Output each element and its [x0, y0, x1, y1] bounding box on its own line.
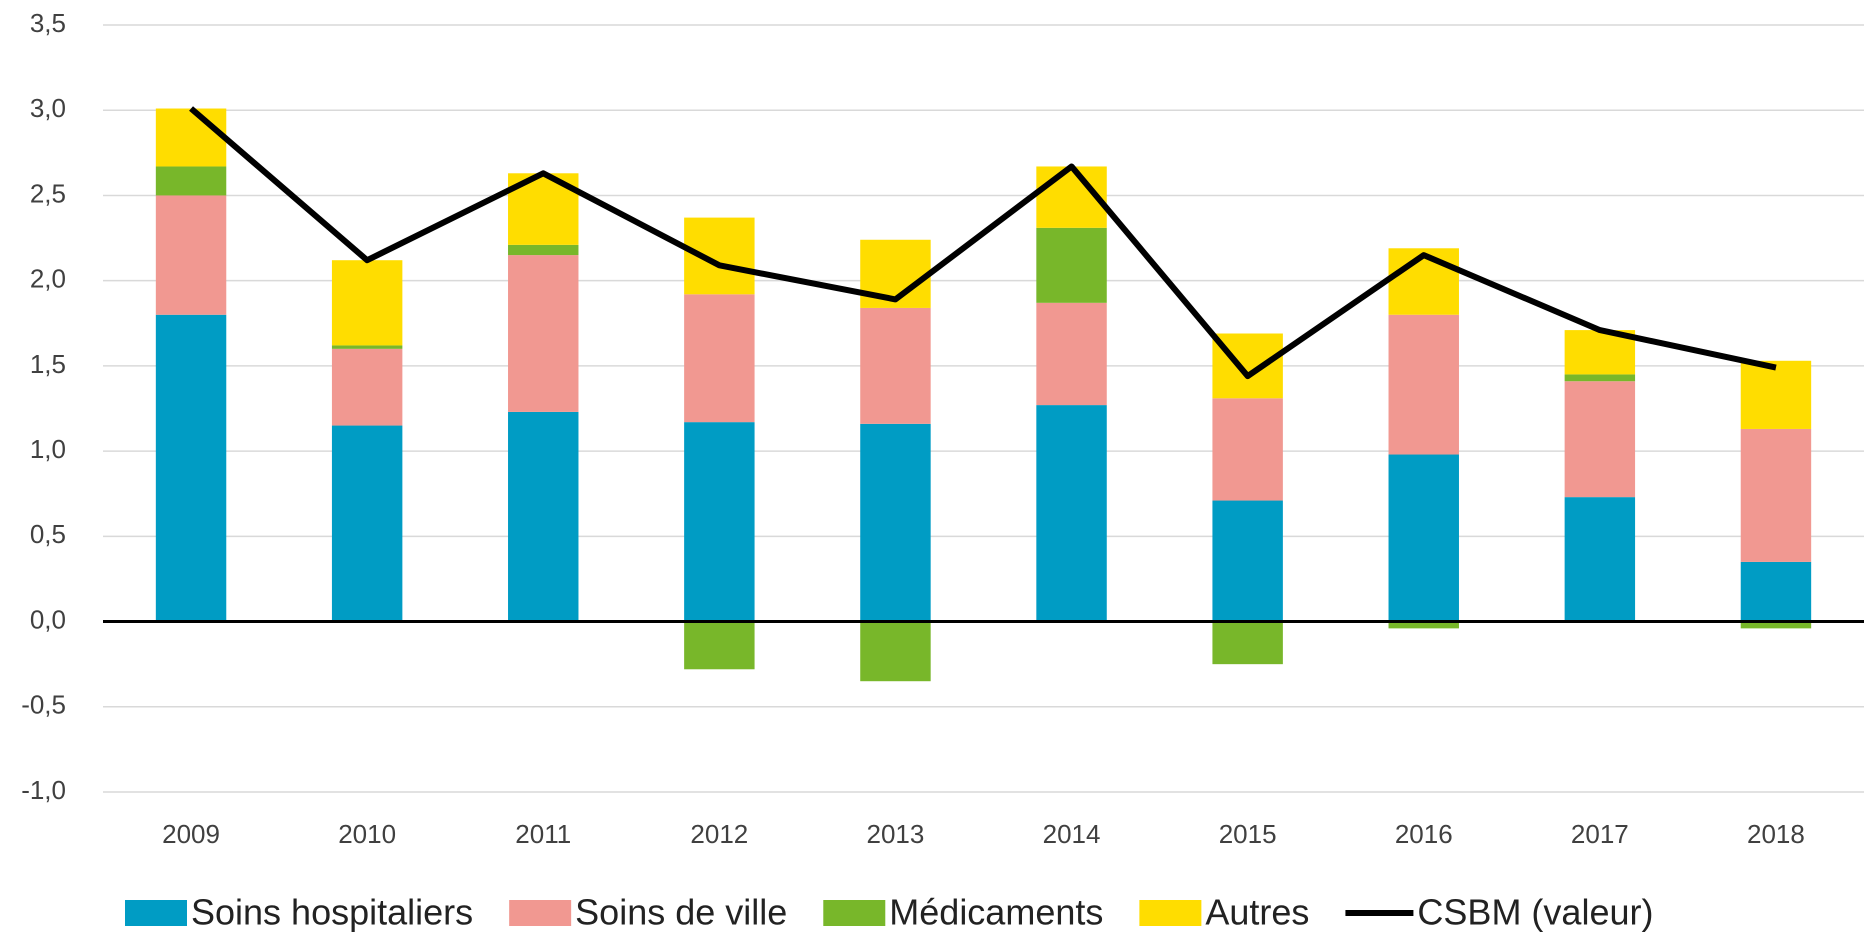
line-series [189, 106, 1777, 380]
x-tick-label: 2018 [1747, 819, 1805, 849]
x-tick-label: 2012 [690, 819, 748, 849]
bar-segment [331, 348, 403, 426]
bar-segment [1212, 398, 1283, 501]
legend-swatch [1139, 900, 1202, 926]
x-tick-label: 2017 [1571, 819, 1629, 849]
legend-label: Soins de ville [575, 892, 787, 933]
bar-segment [1740, 360, 1812, 429]
x-tick-label: 2016 [1395, 819, 1453, 849]
bar-segment [1740, 621, 1812, 629]
bar-segment [860, 621, 931, 682]
legend-label: Autres [1205, 892, 1309, 933]
y-tick-label: -1,0 [21, 775, 66, 805]
x-tick-label: 2013 [867, 819, 925, 849]
bar-segment [508, 244, 579, 256]
bar-segment [1212, 500, 1283, 622]
legend-swatch [823, 900, 886, 926]
bar-segment [684, 621, 755, 670]
bar-segment [684, 294, 755, 423]
legend-label: Soins hospitaliers [191, 892, 473, 933]
legend-swatch [509, 900, 572, 926]
bar-segment [331, 345, 403, 349]
legend-label: Médicaments [889, 892, 1103, 933]
bar-segment [155, 195, 227, 315]
x-tick-label: 2009 [162, 819, 220, 849]
legend-swatch [125, 900, 187, 926]
bar-segment [684, 217, 755, 295]
bar-segment [331, 425, 403, 622]
bar-segment [1564, 374, 1636, 382]
x-tick-label: 2014 [1043, 819, 1101, 849]
bar-segment [508, 411, 579, 622]
bar-segment [1388, 454, 1459, 622]
bar-segment [860, 423, 931, 622]
bar-segment [1036, 227, 1107, 303]
x-tick-label: 2011 [515, 819, 571, 849]
x-tick-label: 2010 [338, 819, 396, 849]
y-tick-label: -0,5 [21, 690, 66, 720]
bar-segment [508, 255, 579, 412]
legend-label: CSBM (valeur) [1417, 892, 1653, 933]
bar-segment [860, 307, 931, 424]
x-tick-label: 2015 [1219, 819, 1277, 849]
bar-segment [155, 314, 227, 622]
bar-segment [1564, 381, 1636, 498]
bar-segment [1388, 621, 1459, 629]
bar-segment [684, 422, 755, 622]
y-tick-label: 2,5 [30, 178, 66, 208]
y-tick-label: 2,0 [30, 264, 66, 294]
y-tick-label: 1,5 [30, 349, 66, 379]
bar-segment [1388, 314, 1459, 455]
y-tick-label: 1,0 [30, 434, 66, 464]
y-tick-label: 0,0 [30, 604, 66, 634]
bar-segment [1388, 248, 1459, 315]
bar-segment [1740, 428, 1812, 562]
y-tick-label: 3,0 [30, 93, 66, 123]
bar-segment [1564, 497, 1636, 622]
bar-segment [1036, 302, 1107, 406]
bar-segment [155, 108, 227, 167]
bar-segment [155, 166, 227, 196]
bar-segment [1740, 561, 1812, 622]
y-tick-label: 0,5 [30, 519, 66, 549]
bar-segment [1212, 621, 1283, 665]
bar-segment [1036, 405, 1107, 622]
y-tick-label: 3,5 [30, 8, 66, 38]
bar-segment [331, 260, 403, 346]
